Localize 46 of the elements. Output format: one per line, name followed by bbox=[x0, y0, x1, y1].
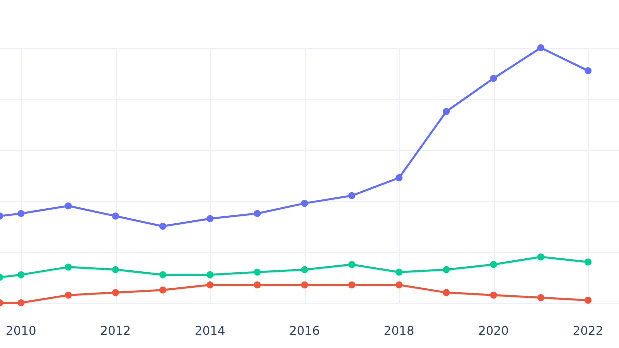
point bbox=[490, 261, 498, 268]
point bbox=[301, 200, 308, 208]
point bbox=[65, 202, 72, 210]
point bbox=[490, 292, 498, 299]
point bbox=[584, 258, 592, 266]
point bbox=[206, 215, 214, 222]
point bbox=[206, 282, 214, 289]
point bbox=[65, 292, 72, 299]
point bbox=[160, 286, 167, 294]
point bbox=[65, 264, 72, 271]
point bbox=[254, 282, 262, 289]
point bbox=[18, 210, 25, 218]
x-tick-label: 2020 bbox=[478, 324, 510, 338]
point bbox=[301, 266, 308, 274]
point bbox=[18, 300, 25, 306]
point bbox=[112, 212, 120, 220]
x-tick-label: 2014 bbox=[195, 324, 226, 338]
x-tick-label: 2016 bbox=[290, 324, 320, 338]
point bbox=[18, 271, 25, 278]
point bbox=[443, 266, 450, 274]
x-tick-label: 2018 bbox=[384, 324, 415, 338]
x-tick-label: 2010 bbox=[6, 324, 37, 338]
x-tick-label: 2022 bbox=[573, 324, 604, 338]
point bbox=[396, 174, 403, 182]
point bbox=[538, 294, 545, 302]
point bbox=[254, 210, 262, 218]
point bbox=[254, 268, 262, 276]
point bbox=[538, 44, 545, 52]
point bbox=[584, 296, 592, 304]
point bbox=[396, 282, 403, 289]
point bbox=[206, 271, 214, 278]
point bbox=[443, 108, 450, 116]
point bbox=[112, 266, 120, 274]
point bbox=[538, 254, 545, 261]
point bbox=[348, 261, 356, 268]
point bbox=[443, 289, 450, 296]
point bbox=[112, 289, 120, 296]
point bbox=[348, 192, 356, 200]
point bbox=[396, 268, 403, 276]
point bbox=[490, 75, 498, 82]
point bbox=[160, 271, 167, 278]
point bbox=[348, 282, 356, 289]
point bbox=[584, 67, 592, 74]
point bbox=[160, 223, 167, 230]
point bbox=[301, 282, 308, 289]
x-tick-label: 2012 bbox=[100, 324, 132, 338]
